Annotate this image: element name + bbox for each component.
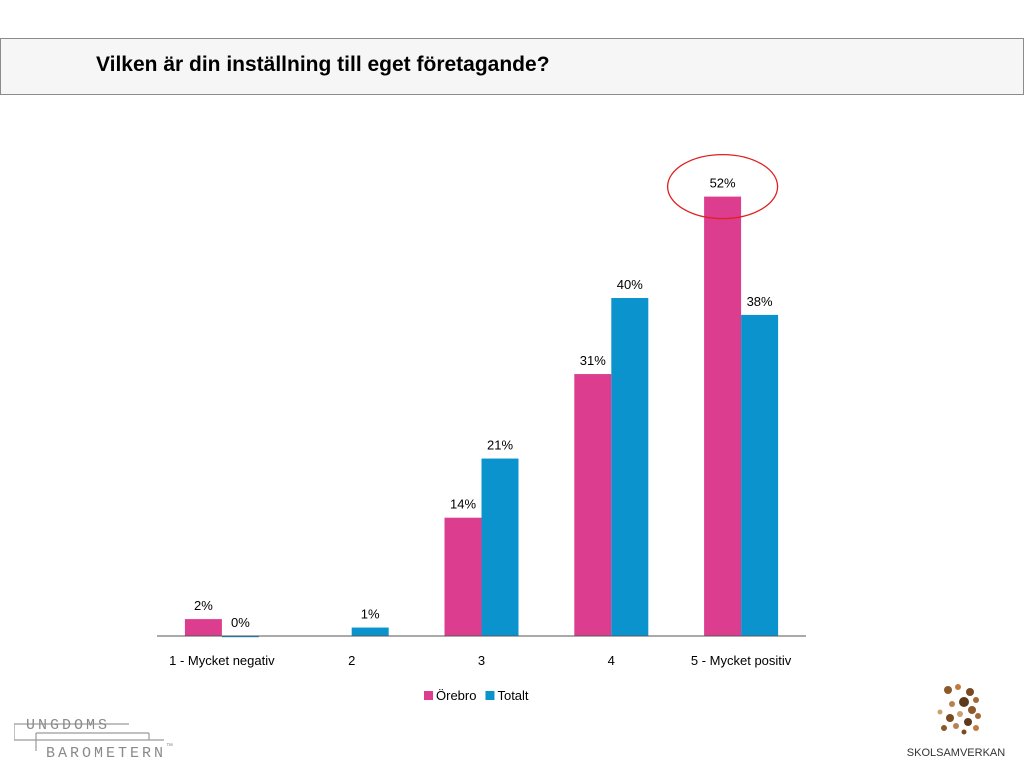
title-bar: Vilken är din inställning till eget före… [0,38,1024,95]
legend-label--rebro: Örebro [436,688,476,703]
bar--rebro-4 [704,196,742,636]
bar-totalt-4 [741,314,779,636]
legend-swatch--rebro [424,691,433,700]
skolsamverkan-logo: SKOLSAMVERKAN [907,684,1005,759]
bar--rebro-0 [184,619,222,636]
x-tick-label-4: 5 - Mycket positiv [691,653,792,668]
bar--rebro-3 [574,374,612,636]
data-label--rebro-0: 2% [194,598,213,613]
logo-left-line2: BAROMETERN [46,745,166,762]
x-tick-label-3: 4 [608,653,615,668]
data-label--rebro-3: 31% [580,353,606,368]
bar-totalt-1 [351,627,389,636]
data-label-totalt-4: 38% [747,294,773,309]
highlight-circle [666,153,779,220]
legend-label-totalt: Totalt [497,688,528,703]
bar--rebro-2 [444,517,482,636]
data-label--rebro-2: 14% [450,497,476,512]
logo-left-line1: UNGDOMS [26,717,110,734]
legend-swatch-totalt [485,691,495,700]
bar-totalt-3 [611,298,649,636]
skolsamverkan-emblem-icon [937,684,981,735]
data-label-totalt-0: 0% [231,615,250,630]
data-label--rebro-4: 52% [710,176,736,191]
bar-totalt-0 [221,636,259,638]
logo-right-text: SKOLSAMVERKAN [907,747,1005,759]
data-label-totalt-1: 1% [361,607,380,622]
data-label-totalt-3: 40% [617,277,643,292]
data-label-totalt-2: 21% [487,438,513,453]
logo-left-tm: ™ [166,743,173,750]
x-tick-label-1: 2 [348,653,355,668]
x-tick-label-0: 1 - Mycket negativ [169,653,275,668]
ungdomsbarometern-logo: UNGDOMS BAROMETERN ™ [14,717,173,762]
bar-totalt-2 [481,458,519,636]
page-title: Vilken är din inställning till eget före… [96,53,550,76]
x-tick-label-2: 3 [478,653,485,668]
